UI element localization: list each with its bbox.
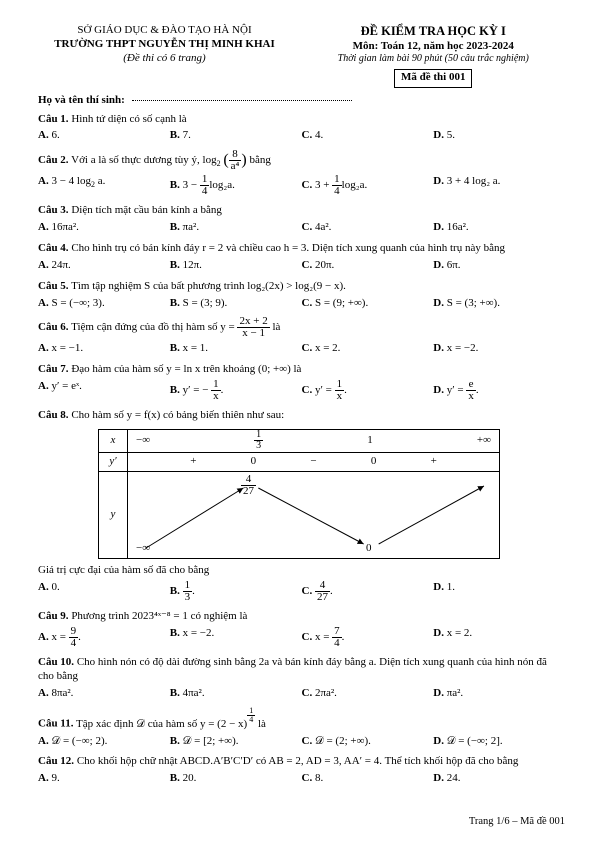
q7-opt-c: C. y′ = 1x.: [302, 379, 434, 402]
q4-opt-c: C. 20π.: [302, 258, 434, 273]
q1-opt-d: D. 5.: [433, 128, 565, 143]
q6-opt-a: A. x = −1.: [38, 341, 170, 356]
q3-opt-b: B. πa².: [170, 220, 302, 235]
vt-y-ninf: −∞: [136, 541, 150, 556]
q1-opt-a: A. 6.: [38, 128, 170, 143]
vt-yp-label: y′: [99, 453, 128, 471]
q6-opt-b: B. x = 1.: [170, 341, 302, 356]
q7-opt-d: D. y′ = ex.: [433, 379, 565, 402]
q7-opt-b: B. y′ = − 1x.: [170, 379, 302, 402]
q10-opt-c: C. 2πa².: [302, 686, 434, 701]
q8-opt-a: A. 0.: [38, 580, 170, 603]
q8-opt-c: C. 427.: [302, 580, 434, 603]
dept-line: SỞ GIÁO DỤC & ĐÀO TẠO HÀ NỘI: [38, 24, 291, 38]
q10-stem: Cho hình nón có độ dài đường sinh bằng 2…: [38, 656, 547, 683]
q3-opt-c: C. 4a².: [302, 220, 434, 235]
q9-opt-b: B. x = −2.: [170, 626, 302, 649]
vt-x-label: x: [99, 430, 128, 452]
q12-stem: Cho khối hộp chữ nhật ABCD.A′B′C′D′ có A…: [77, 755, 519, 767]
q3-label: Câu 3.: [38, 204, 69, 216]
q8-stem: Cho hàm số y = f(x) có bảng biến thiên n…: [71, 409, 284, 421]
subject-line: Môn: Toán 12, năm học 2023-2024: [302, 40, 566, 54]
q5-opt-d: D. S = (3; +∞).: [433, 296, 565, 311]
q2-opt-d: D. 3 + 4 log₂ a.: [433, 174, 565, 197]
q1-stem: Hình tứ diện có số cạnh là: [71, 113, 186, 125]
q5-opt-b: B. S = (3; 9).: [170, 296, 302, 311]
pages-line: (Đề thi có 6 trang): [38, 52, 291, 66]
vt-y-top: 427: [241, 474, 256, 497]
q5-opt-c: C. S = (9; +∞).: [302, 296, 434, 311]
q6-opt-c: C. x = 2.: [302, 341, 434, 356]
q2-opt-a: A. 3 − 4 log2 a.: [38, 174, 170, 197]
q10-label: Câu 10.: [38, 656, 74, 668]
q6-stem: Tiệm cận đứng của đồ thị hàm số y = 2x +…: [71, 321, 280, 333]
vt-y-arrows: [128, 472, 499, 558]
q2-label: Câu 2.: [38, 154, 69, 166]
page-footer: Trang 1/6 – Mã đề 001: [469, 816, 565, 827]
q9-opt-c: C. x = 74.: [302, 626, 434, 649]
q5-stem: Tìm tập nghiệm S của bất phương trình lo…: [71, 280, 346, 292]
q8-opt-b: B. 13.: [170, 580, 302, 603]
q6-opt-d: D. x = −2.: [433, 341, 565, 356]
q1-opt-b: B. 7.: [170, 128, 302, 143]
q11-stem: Tập xác định 𝒟 của hàm số y = (2 − x)14 …: [76, 718, 266, 730]
q10-opt-b: B. 4πa².: [170, 686, 302, 701]
q7-label: Câu 7.: [38, 363, 69, 375]
q9-stem: Phương trình 2023⁴ˣ⁻⁸ = 1 có nghiệm là: [71, 610, 247, 622]
q6-label: Câu 6.: [38, 321, 69, 333]
q2-stem: Với a là số thực dương tùy ý, log2 (8a⁴)…: [71, 154, 271, 166]
q2-opt-c: C. 3 + 14log₂a.: [302, 174, 434, 197]
q11-opt-b: B. 𝒟 = [2; +∞).: [170, 734, 302, 749]
q5-opt-a: A. S = (−∞; 3).: [38, 296, 170, 311]
vt-yp-2: −: [256, 454, 371, 469]
student-name-label: Họ và tên thí sinh:: [38, 94, 125, 106]
q8-label: Câu 8.: [38, 409, 69, 421]
duration-line: Thời gian làm bài 90 phút (50 câu trắc n…: [302, 53, 566, 66]
q11-opt-c: C. 𝒟 = (2; +∞).: [302, 734, 434, 749]
q12-opt-c: C. 8.: [302, 771, 434, 786]
q12-opt-a: A. 9.: [38, 771, 170, 786]
q3-opt-a: A. 16πa².: [38, 220, 170, 235]
vt-x-ninf: −∞: [136, 433, 150, 448]
exam-title: ĐỀ KIỂM TRA HỌC KỲ I: [302, 24, 566, 40]
vt-x-frac-bot: 3: [254, 441, 263, 451]
vt-x-1: 1: [367, 433, 373, 448]
q2-opt-b: B. 3 − 14log₂a.: [170, 174, 302, 197]
vt-yp-0: +: [136, 454, 251, 469]
q1-label: Câu 1.: [38, 113, 69, 125]
student-name-line: [132, 100, 352, 101]
q8-after: Giá trị cực đại của hàm số đã cho bằng: [38, 563, 565, 578]
q4-opt-d: D. 6π.: [433, 258, 565, 273]
vt-y-label: y: [99, 472, 128, 558]
vt-y-zero: 0: [366, 541, 372, 556]
q12-opt-d: D. 24.: [433, 771, 565, 786]
q3-stem: Diện tích mặt cầu bán kính a bằng: [71, 204, 222, 216]
vt-x-pinf: +∞: [477, 433, 491, 448]
q10-opt-a: A. 8πa².: [38, 686, 170, 701]
vt-yp-4: +: [376, 454, 491, 469]
q9-opt-a: A. x = 94.: [38, 626, 170, 649]
exam-code-box: Mã đề thi 001: [394, 69, 472, 88]
q4-label: Câu 4.: [38, 242, 69, 254]
school-line: TRƯỜNG THPT NGUYỄN THỊ MINH KHAI: [38, 38, 291, 52]
q10-opt-d: D. πa².: [433, 686, 565, 701]
q4-opt-b: B. 12π.: [170, 258, 302, 273]
q11-opt-d: D. 𝒟 = (−∞; 2].: [433, 734, 565, 749]
q12-opt-b: B. 20.: [170, 771, 302, 786]
q7-stem: Đạo hàm của hàm số y = ln x trên khoảng …: [71, 363, 301, 375]
q1-opt-c: C. 4.: [302, 128, 434, 143]
q7-opt-a: A. y′ = eˣ.: [38, 379, 170, 402]
q12-label: Câu 12.: [38, 755, 74, 767]
q4-stem: Cho hình trụ có bán kính đáy r = 2 và ch…: [71, 242, 505, 254]
q5-label: Câu 5.: [38, 280, 69, 292]
q8-opt-d: D. 1.: [433, 580, 565, 603]
q9-opt-d: D. x = 2.: [433, 626, 565, 649]
q11-label: Câu 11.: [38, 718, 73, 730]
q4-opt-a: A. 24π.: [38, 258, 170, 273]
q11-opt-a: A. 𝒟 = (−∞; 2).: [38, 734, 170, 749]
variation-table: x −∞ 13 1 +∞ y′ + 0 − 0 + y: [98, 429, 500, 559]
q3-opt-d: D. 16a².: [433, 220, 565, 235]
q9-label: Câu 9.: [38, 610, 69, 622]
